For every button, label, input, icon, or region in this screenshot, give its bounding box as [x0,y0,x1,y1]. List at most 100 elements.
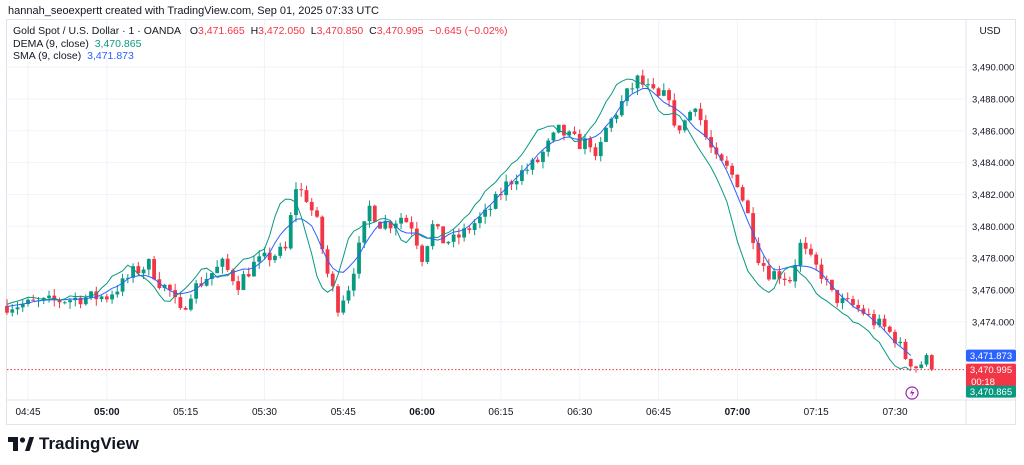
candle-body[interactable] [152,259,157,280]
candle-body[interactable] [5,305,9,313]
candle-body[interactable] [661,90,666,96]
candle-body[interactable] [257,256,262,262]
candle-body[interactable] [47,295,51,298]
candle-body[interactable] [567,131,572,136]
candle-body[interactable] [404,217,409,223]
candle-body[interactable] [924,355,929,365]
candle-body[interactable] [110,294,114,300]
candle-body[interactable] [167,284,172,291]
candle-body[interactable] [887,326,892,332]
candle-body[interactable] [273,255,277,261]
candle-body[interactable] [604,127,608,142]
candle-body[interactable] [877,318,882,326]
candle-body[interactable] [425,246,430,262]
candle-body[interactable] [367,205,372,222]
candle-body[interactable] [136,266,141,274]
candle-body[interactable] [125,277,130,279]
candle-body[interactable] [656,88,661,96]
candle-body[interactable] [798,242,803,266]
candle-body[interactable] [131,266,135,278]
candle-body[interactable] [146,259,151,270]
candle-body[interactable] [456,234,461,238]
candle-body[interactable] [278,246,283,256]
candle-body[interactable] [477,216,482,224]
candle-body[interactable] [414,228,419,246]
candle-body[interactable] [688,111,692,121]
candle-body[interactable] [183,307,188,310]
candle-body[interactable] [246,274,251,277]
candle-body[interactable] [225,258,230,270]
candle-body[interactable] [493,194,498,209]
candle-body[interactable] [719,154,724,161]
candle-body[interactable] [499,194,503,196]
candle-body[interactable] [777,271,782,279]
candle-body[interactable] [388,221,393,229]
candle-body[interactable] [693,108,698,112]
candle-body[interactable] [120,278,125,292]
candle-body[interactable] [866,313,871,315]
candle-body[interactable] [793,265,798,282]
candle-body[interactable] [682,120,687,131]
candle-body[interactable] [835,289,840,304]
currency-label[interactable]: USD [979,26,1000,37]
candle-body[interactable] [551,132,556,141]
candle-body[interactable] [435,224,440,227]
candle-body[interactable] [788,279,792,282]
candle-body[interactable] [630,88,635,90]
candle-body[interactable] [588,138,593,148]
candle-body[interactable] [840,298,845,304]
candle-body[interactable] [204,279,209,286]
candle-body[interactable] [651,84,656,89]
candle-body[interactable] [15,307,20,310]
candle-body[interactable] [472,223,477,231]
tradingview-brand[interactable]: TradingView [8,434,139,454]
candle-body[interactable] [483,209,488,217]
candle-body[interactable] [766,265,771,280]
candle-body[interactable] [62,302,67,304]
candle-body[interactable] [94,291,99,300]
candle-body[interactable] [809,248,813,255]
candle-body[interactable] [10,309,15,313]
candle-body[interactable] [735,174,740,188]
candle-body[interactable] [325,249,330,274]
candle-body[interactable] [898,341,903,344]
candle-body[interactable] [372,205,377,222]
candle-body[interactable] [562,124,566,136]
candle-body[interactable] [872,314,876,326]
candle-body[interactable] [399,217,403,224]
candle-body[interactable] [929,355,934,370]
candle-body[interactable] [730,165,735,175]
candle-body[interactable] [194,283,199,299]
candle-body[interactable] [530,159,535,170]
candle-body[interactable] [914,366,918,369]
candle-body[interactable] [851,299,855,305]
candle-body[interactable] [882,318,887,327]
candle-body[interactable] [845,298,850,300]
candle-body[interactable] [814,254,819,265]
candle-body[interactable] [646,84,650,86]
sma-row[interactable]: SMA (9, close) 3,471.873 [13,50,508,63]
candle-body[interactable] [861,308,866,314]
candle-body[interactable] [210,273,214,280]
candle-body[interactable] [625,88,629,102]
candle-body[interactable] [283,246,288,249]
candle-body[interactable] [430,224,435,247]
candle-body[interactable] [241,274,246,290]
candle-body[interactable] [299,189,304,191]
candle-body[interactable] [104,296,109,300]
candle-body[interactable] [609,118,614,128]
dema-row[interactable]: DEMA (9, close) 3,470.865 [13,38,508,51]
candle-body[interactable] [330,273,335,287]
candle-body[interactable] [782,278,787,280]
candle-body[interactable] [830,279,834,290]
candle-body[interactable] [740,187,745,201]
candle-body[interactable] [115,291,120,295]
candle-body[interactable] [309,201,314,211]
candle-body[interactable] [215,266,220,274]
candle-body[interactable] [698,108,703,121]
candle-body[interactable] [451,234,456,242]
candle-body[interactable] [761,263,766,266]
candle-body[interactable] [351,273,356,291]
candle-body[interactable] [57,299,62,303]
